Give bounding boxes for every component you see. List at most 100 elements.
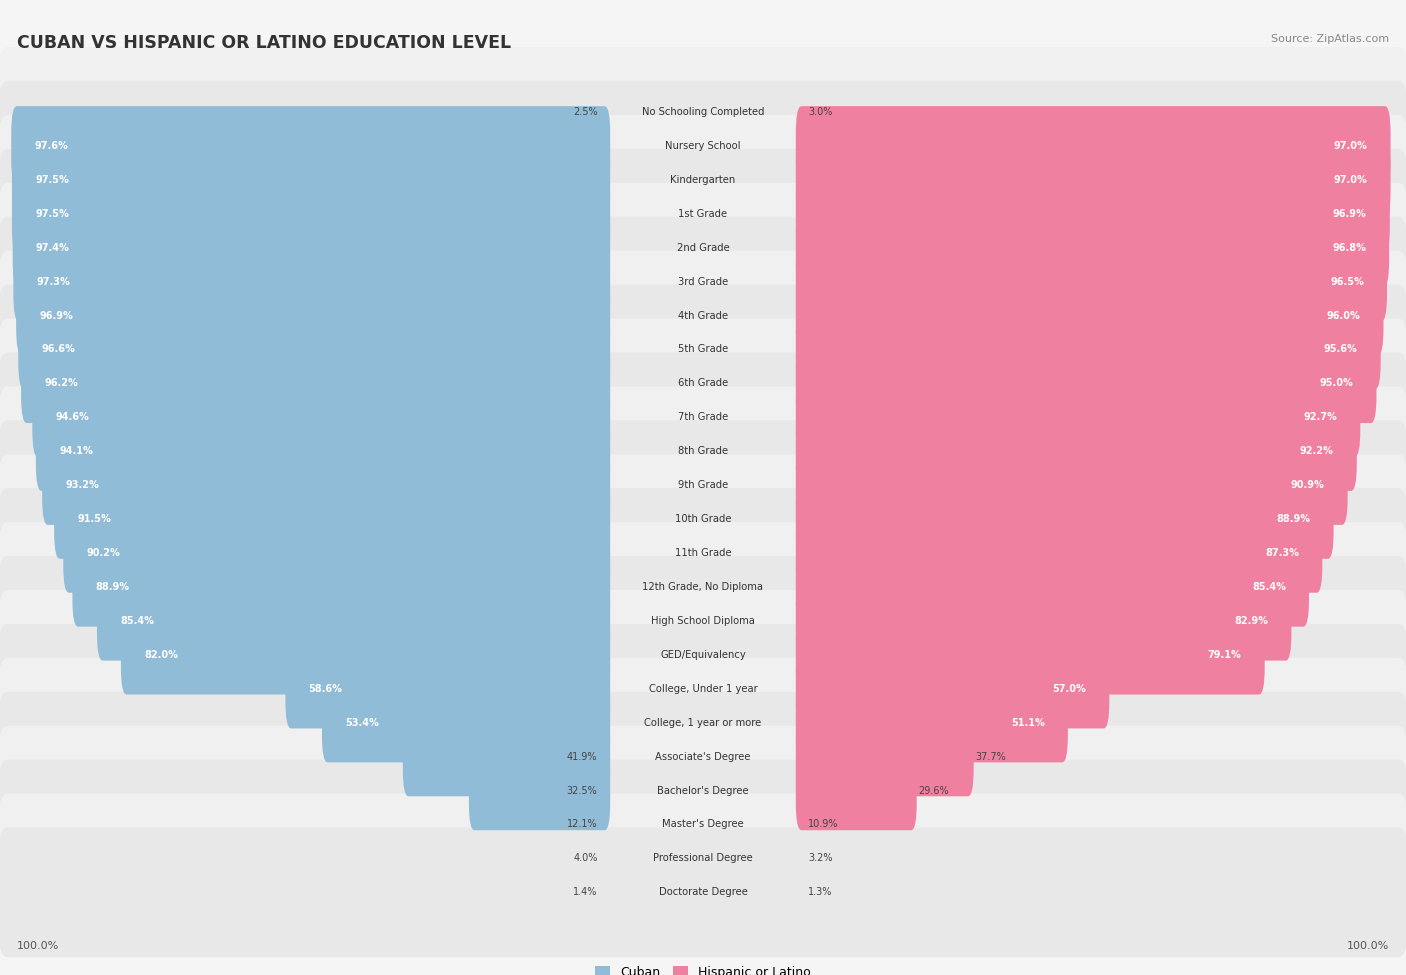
Text: 100.0%: 100.0% — [1347, 941, 1389, 951]
FancyBboxPatch shape — [0, 556, 1406, 685]
Text: 7th Grade: 7th Grade — [678, 412, 728, 422]
Text: 1.3%: 1.3% — [808, 887, 832, 897]
Text: 94.1%: 94.1% — [59, 447, 93, 456]
FancyBboxPatch shape — [796, 174, 1389, 254]
Text: 6th Grade: 6th Grade — [678, 378, 728, 388]
FancyBboxPatch shape — [796, 276, 1384, 355]
FancyBboxPatch shape — [0, 81, 1406, 211]
Text: 97.0%: 97.0% — [1333, 175, 1367, 185]
Text: 82.0%: 82.0% — [145, 649, 179, 660]
Text: 90.9%: 90.9% — [1291, 480, 1324, 490]
FancyBboxPatch shape — [32, 377, 610, 457]
FancyBboxPatch shape — [42, 446, 610, 525]
Text: 3.0%: 3.0% — [808, 107, 832, 117]
Text: 57.0%: 57.0% — [1052, 683, 1087, 694]
Text: 11th Grade: 11th Grade — [675, 548, 731, 558]
Text: 97.5%: 97.5% — [35, 209, 69, 218]
FancyBboxPatch shape — [0, 115, 1406, 245]
Text: 9th Grade: 9th Grade — [678, 480, 728, 490]
Text: 82.9%: 82.9% — [1234, 616, 1268, 626]
Legend: Cuban, Hispanic or Latino: Cuban, Hispanic or Latino — [591, 960, 815, 975]
Text: Kindergarten: Kindergarten — [671, 175, 735, 185]
FancyBboxPatch shape — [796, 751, 917, 831]
Text: 58.6%: 58.6% — [309, 683, 343, 694]
Text: 85.4%: 85.4% — [1251, 582, 1286, 592]
FancyBboxPatch shape — [0, 319, 1406, 448]
FancyBboxPatch shape — [796, 140, 1391, 219]
FancyBboxPatch shape — [11, 174, 610, 254]
FancyBboxPatch shape — [0, 658, 1406, 788]
FancyBboxPatch shape — [11, 106, 610, 185]
FancyBboxPatch shape — [0, 624, 1406, 754]
Text: 96.6%: 96.6% — [42, 344, 76, 355]
FancyBboxPatch shape — [0, 488, 1406, 618]
FancyBboxPatch shape — [0, 454, 1406, 584]
Text: 96.9%: 96.9% — [1333, 209, 1367, 218]
Text: 96.2%: 96.2% — [44, 378, 79, 388]
FancyBboxPatch shape — [0, 420, 1406, 550]
FancyBboxPatch shape — [15, 276, 610, 355]
Text: Bachelor's Degree: Bachelor's Degree — [657, 786, 749, 796]
Text: GED/Equivalency: GED/Equivalency — [661, 649, 745, 660]
Text: 37.7%: 37.7% — [976, 752, 1005, 761]
Text: 88.9%: 88.9% — [1277, 514, 1310, 525]
Text: 97.6%: 97.6% — [35, 140, 69, 151]
FancyBboxPatch shape — [72, 547, 610, 627]
Text: 2nd Grade: 2nd Grade — [676, 243, 730, 253]
FancyBboxPatch shape — [14, 242, 610, 322]
Text: Doctorate Degree: Doctorate Degree — [658, 887, 748, 897]
FancyBboxPatch shape — [796, 717, 974, 797]
FancyBboxPatch shape — [796, 649, 1109, 728]
FancyBboxPatch shape — [121, 615, 610, 694]
Text: Nursery School: Nursery School — [665, 140, 741, 151]
Text: 4.0%: 4.0% — [574, 853, 598, 864]
Text: 51.1%: 51.1% — [1011, 718, 1045, 727]
FancyBboxPatch shape — [97, 581, 610, 661]
FancyBboxPatch shape — [404, 717, 610, 797]
FancyBboxPatch shape — [21, 343, 610, 423]
Text: 96.9%: 96.9% — [39, 310, 73, 321]
FancyBboxPatch shape — [796, 242, 1388, 322]
FancyBboxPatch shape — [0, 386, 1406, 516]
Text: 5th Grade: 5th Grade — [678, 344, 728, 355]
Text: 95.0%: 95.0% — [1319, 378, 1354, 388]
Text: Professional Degree: Professional Degree — [654, 853, 752, 864]
FancyBboxPatch shape — [0, 47, 1406, 176]
FancyBboxPatch shape — [796, 208, 1389, 288]
Text: 10.9%: 10.9% — [808, 819, 839, 830]
Text: 96.5%: 96.5% — [1330, 277, 1364, 287]
Text: 4th Grade: 4th Grade — [678, 310, 728, 321]
Text: 87.3%: 87.3% — [1265, 548, 1299, 558]
FancyBboxPatch shape — [796, 377, 1361, 457]
FancyBboxPatch shape — [18, 310, 610, 389]
FancyBboxPatch shape — [53, 480, 610, 559]
Text: 3.2%: 3.2% — [808, 853, 832, 864]
Text: 41.9%: 41.9% — [567, 752, 598, 761]
FancyBboxPatch shape — [796, 411, 1357, 491]
Text: 97.5%: 97.5% — [35, 175, 69, 185]
FancyBboxPatch shape — [796, 615, 1265, 694]
FancyBboxPatch shape — [0, 523, 1406, 651]
Text: CUBAN VS HISPANIC OR LATINO EDUCATION LEVEL: CUBAN VS HISPANIC OR LATINO EDUCATION LE… — [17, 34, 510, 52]
FancyBboxPatch shape — [796, 106, 1391, 185]
FancyBboxPatch shape — [796, 547, 1309, 627]
FancyBboxPatch shape — [796, 446, 1348, 525]
FancyBboxPatch shape — [0, 251, 1406, 380]
Text: Master's Degree: Master's Degree — [662, 819, 744, 830]
FancyBboxPatch shape — [13, 208, 610, 288]
FancyBboxPatch shape — [470, 751, 610, 831]
FancyBboxPatch shape — [0, 725, 1406, 855]
Text: 92.7%: 92.7% — [1303, 412, 1337, 422]
Text: 12.1%: 12.1% — [567, 819, 598, 830]
Text: 85.4%: 85.4% — [120, 616, 155, 626]
Text: Source: ZipAtlas.com: Source: ZipAtlas.com — [1271, 34, 1389, 44]
FancyBboxPatch shape — [63, 513, 610, 593]
Text: 8th Grade: 8th Grade — [678, 447, 728, 456]
Text: 32.5%: 32.5% — [567, 786, 598, 796]
Text: 96.0%: 96.0% — [1326, 310, 1361, 321]
Text: 88.9%: 88.9% — [96, 582, 129, 592]
Text: 94.6%: 94.6% — [56, 412, 90, 422]
FancyBboxPatch shape — [796, 310, 1381, 389]
FancyBboxPatch shape — [0, 183, 1406, 312]
Text: 12th Grade, No Diploma: 12th Grade, No Diploma — [643, 582, 763, 592]
